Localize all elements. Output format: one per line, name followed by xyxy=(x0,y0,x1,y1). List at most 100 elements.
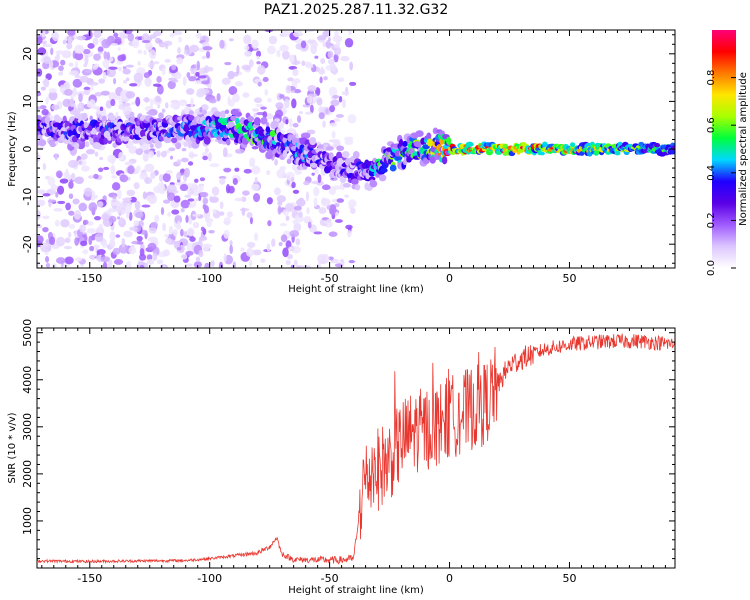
heatmap-ridge-blob-671 xyxy=(328,152,334,161)
heatmap-noise-blob-652 xyxy=(74,52,84,61)
heatmap-noise-blob-757 xyxy=(64,88,73,96)
heatmap-noise-blob-1083 xyxy=(293,222,302,232)
colorbar: 0.0 0.2 0.4 0.6 0.8 Normalized spectral ampl… xyxy=(706,30,749,276)
heatmap-noise-blob-1061 xyxy=(310,44,318,55)
colorbar-tick-label-4: 0.8 xyxy=(706,70,717,86)
heatmap-noise-blob-670 xyxy=(170,99,180,104)
heatmap-noise-blob-1165 xyxy=(326,218,332,222)
heatmap-noise-blob-1103 xyxy=(317,254,326,264)
heatmap-noise-blob-1050 xyxy=(325,39,331,49)
heatmap-noise-blob-927 xyxy=(211,186,220,196)
heatmap-noise-blob-693 xyxy=(111,201,119,206)
heatmap-noise-blob-1110 xyxy=(332,94,340,99)
heatmap-ridge-blob-970 xyxy=(465,141,474,147)
heatmap-noise-blob-592 xyxy=(79,75,89,83)
heatmap-noise-blob-1179 xyxy=(348,30,352,36)
spectrogram-ytick-label-2: 0 xyxy=(21,146,34,153)
heatmap-noise-blob-650 xyxy=(206,219,212,228)
heatmap-noise-blob-1157 xyxy=(299,111,303,115)
heatmap-noise-blob-915 xyxy=(274,158,278,166)
heatmap-noise-blob-884 xyxy=(255,103,264,108)
heatmap-noise-blob-1027 xyxy=(320,66,324,75)
heatmap-noise-blob-55 xyxy=(168,147,176,152)
heatmap-noise-blob-1035 xyxy=(331,131,336,139)
heatmap-noise-blob-52 xyxy=(167,211,171,217)
heatmap-noise-blob-703 xyxy=(199,67,206,76)
heatmap-noise-blob-926 xyxy=(229,244,233,254)
heatmap-noise-blob-889 xyxy=(266,197,273,205)
snr-background xyxy=(37,328,675,568)
heatmap-noise-blob-391 xyxy=(103,51,108,60)
heatmap-noise-blob-43 xyxy=(195,32,202,39)
heatmap-noise-blob-986 xyxy=(322,120,326,128)
heatmap-ridge-blob-731 xyxy=(354,184,361,191)
heatmap-noise-blob-107 xyxy=(180,228,184,237)
heatmap-noise-blob-879 xyxy=(266,170,271,176)
heatmap-noise-blob-954 xyxy=(333,53,339,63)
heatmap-ridge-blob-116 xyxy=(84,141,90,148)
heatmap-noise-blob-238 xyxy=(143,262,149,268)
heatmap-noise-blob-765 xyxy=(67,231,72,238)
snr-xtick-label-4: 50 xyxy=(562,572,576,585)
heatmap-noise-blob-1052 xyxy=(323,76,328,81)
heatmap-noise-blob-201 xyxy=(122,68,131,75)
heatmap-noise-blob-496 xyxy=(129,196,137,203)
heatmap-noise-blob-484 xyxy=(133,72,144,83)
heatmap-noise-blob-1101 xyxy=(284,98,290,109)
heatmap-noise-blob-218 xyxy=(108,92,117,102)
heatmap-noise-blob-277 xyxy=(118,97,123,106)
heatmap-noise-blob-133 xyxy=(201,55,207,60)
heatmap-noise-blob-924 xyxy=(260,106,267,110)
heatmap-ridge-blob-113 xyxy=(83,121,89,129)
heatmap-noise-blob-534 xyxy=(63,82,69,89)
heatmap-noise-blob-1091 xyxy=(280,234,288,243)
heatmap-noise-blob-890 xyxy=(219,201,224,209)
heatmap-noise-blob-572 xyxy=(48,88,57,94)
heatmap-noise-blob-775 xyxy=(116,189,122,200)
snr-ytick-label-2: 3000 xyxy=(21,413,34,441)
heatmap-noise-blob-837 xyxy=(249,216,253,225)
snr-ytick-label-3: 4000 xyxy=(21,366,34,394)
heatmap-noise-blob-845 xyxy=(209,163,220,168)
heatmap-noise-blob-635 xyxy=(62,39,67,45)
heatmap-noise-blob-875 xyxy=(250,183,260,191)
heatmap-noise-blob-501 xyxy=(48,91,58,101)
heatmap-noise-blob-535 xyxy=(156,150,161,158)
heatmap-noise-blob-370 xyxy=(109,239,116,249)
heatmap-noise-blob-1185 xyxy=(349,61,354,71)
heatmap-noise-blob-657 xyxy=(42,163,47,171)
spectrogram-xtick-label-3: 0 xyxy=(446,272,453,285)
heatmap-noise-blob-442 xyxy=(187,161,194,166)
heatmap-ridge-blob-263 xyxy=(149,143,155,149)
heatmap-noise-blob-24 xyxy=(137,60,141,66)
heatmap-noise-blob-1046 xyxy=(279,44,289,52)
heatmap-noise-blob-634 xyxy=(129,226,138,231)
heatmap-noise-blob-472 xyxy=(125,77,130,82)
heatmap-noise-blob-1131 xyxy=(300,132,311,139)
heatmap-noise-blob-911 xyxy=(206,66,214,72)
heatmap-noise-blob-660 xyxy=(37,106,43,110)
heatmap-noise-blob-384 xyxy=(132,38,140,49)
heatmap-noise-blob-47 xyxy=(50,47,54,56)
heatmap-noise-blob-901 xyxy=(232,178,238,186)
snr-frame xyxy=(36,327,676,569)
heatmap-noise-blob-633 xyxy=(136,235,143,242)
heatmap-noise-blob-427 xyxy=(83,86,91,90)
heatmap-noise-blob-1166 xyxy=(318,112,325,120)
heatmap-noise-blob-769 xyxy=(55,170,63,179)
heatmap-noise-blob-553 xyxy=(165,102,169,109)
heatmap-noise-blob-1108 xyxy=(306,207,310,215)
heatmap-noise-blob-908 xyxy=(251,108,260,112)
heatmap-noise-blob-546 xyxy=(125,202,132,213)
heatmap-noise-blob-531 xyxy=(42,193,51,197)
heatmap-noise-blob-928 xyxy=(218,261,224,268)
heatmap-noise-blob-719 xyxy=(126,140,134,147)
heatmap-noise-blob-647 xyxy=(101,241,108,249)
heatmap-ridge-blob-443 xyxy=(227,121,235,127)
heatmap-ridge-blob-704 xyxy=(341,151,350,159)
heatmap-noise-blob-430 xyxy=(176,220,181,229)
heatmap-noise-blob-495 xyxy=(55,50,65,55)
heatmap-noise-blob-111 xyxy=(207,84,212,89)
heatmap-noise-blob-1174 xyxy=(292,30,302,38)
heatmap-ridge-blob-728 xyxy=(352,151,360,159)
